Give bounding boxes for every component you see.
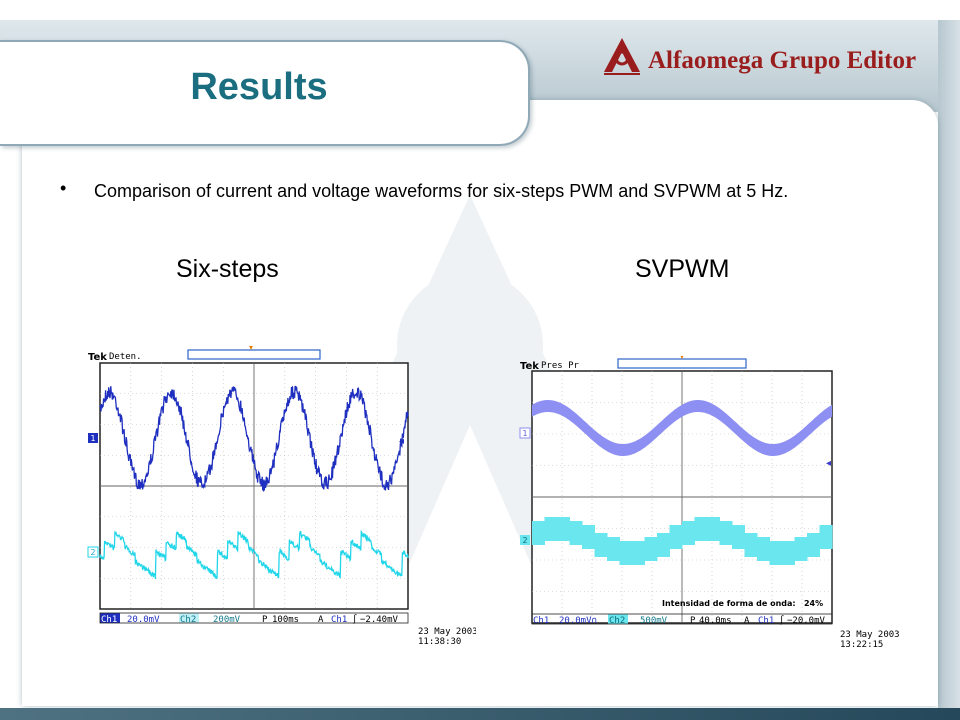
svg-text:20.0mV: 20.0mV (127, 615, 160, 625)
trigger-marker: ▾ (249, 346, 254, 353)
ch2-waveform (532, 517, 833, 565)
scope-status: Deten. (109, 352, 142, 362)
logo-text: Alfaomega Grupo Editor (648, 47, 917, 74)
capture-date: 23 May 2003 (418, 627, 476, 637)
alfaomega-logo-icon (604, 38, 640, 75)
label-six-steps: Six-steps (176, 255, 279, 283)
svg-text:−2.40mV: −2.40mV (360, 615, 399, 625)
ch1-marker (519, 427, 531, 439)
svg-text:Ch2: Ch2 (180, 615, 196, 625)
trigger-marker: ▾ (680, 356, 685, 362)
ch1-waveform (532, 400, 832, 456)
svg-text:500mV: 500mV (640, 616, 668, 626)
capture-time: 13:22:15 (840, 640, 883, 650)
label-svpwm: SVPWM (635, 255, 730, 283)
svg-text:Ch1: Ch1 (101, 615, 117, 625)
waveform-intensity: Intensidad de forma de onda: 24% (662, 599, 823, 608)
ch2-waveform (99, 529, 409, 580)
svg-text:−20.0mV: −20.0mV (787, 616, 826, 626)
ch1-ref-arrow: ◂ (399, 436, 404, 447)
ch1-marker (88, 433, 98, 443)
svg-text:20.0mV∩: 20.0mV∩ (559, 616, 597, 626)
svg-text:Ch2: Ch2 (609, 616, 625, 626)
svg-text:P: P (262, 615, 268, 625)
svg-text:Ch1: Ch1 (533, 616, 549, 626)
svg-text:40.0ms: 40.0ms (699, 616, 732, 626)
ch1-waveform (99, 385, 409, 493)
svg-text:P: P (690, 616, 696, 626)
publisher-logo: Alfaomega Grupo Editor (602, 36, 920, 86)
svg-text:∫: ∫ (352, 614, 357, 625)
svg-text:200mV: 200mV (213, 615, 241, 625)
right-band (938, 20, 960, 720)
svg-text:∫: ∫ (779, 615, 784, 626)
svg-text:1: 1 (522, 429, 527, 438)
ch2-marker (520, 535, 530, 545)
ch2-marker (87, 546, 99, 558)
svg-text:A: A (744, 616, 750, 626)
scope-readout: Ch1 20.0mV Ch2 200mV P 100ms A Ch1 ∫ −2.… (99, 612, 409, 625)
page-title: Results (190, 66, 328, 108)
svg-text:A: A (318, 615, 324, 625)
scope-brand: Tek (520, 361, 539, 372)
svg-text:2: 2 (90, 548, 95, 557)
bullet-marker: • (60, 178, 67, 198)
scope-svpwm: ▾ Tek Pres Pr 1 2 ◂ Intensidad de forma … (518, 356, 918, 656)
svg-text:1: 1 (90, 434, 95, 443)
svg-text:Ch1: Ch1 (758, 616, 774, 626)
capture-time: 11:38:30 (418, 637, 461, 647)
title-tab (0, 40, 530, 146)
ch1-ref-arrow: ◂ (826, 458, 831, 469)
scope-readout: Ch1 20.0mV∩ Ch2 500mV P 40.0ms A Ch1 ∫ −… (531, 613, 833, 626)
svg-text:100ms: 100ms (272, 615, 299, 625)
scope-six-steps: ▾ Tek Deten. 1 2 ◂ Ch1 20.0mV Ch2 200mV … (86, 346, 476, 648)
bullet-text: Comparison of current and voltage wavefo… (94, 181, 789, 201)
scope-brand: Tek (88, 352, 107, 363)
capture-date: 23 May 2003 (840, 630, 900, 640)
svg-text:2: 2 (522, 536, 527, 545)
scope-status: Pres Pr (541, 361, 580, 371)
footer-bar (0, 708, 960, 720)
svg-text:Ch1: Ch1 (331, 615, 347, 625)
